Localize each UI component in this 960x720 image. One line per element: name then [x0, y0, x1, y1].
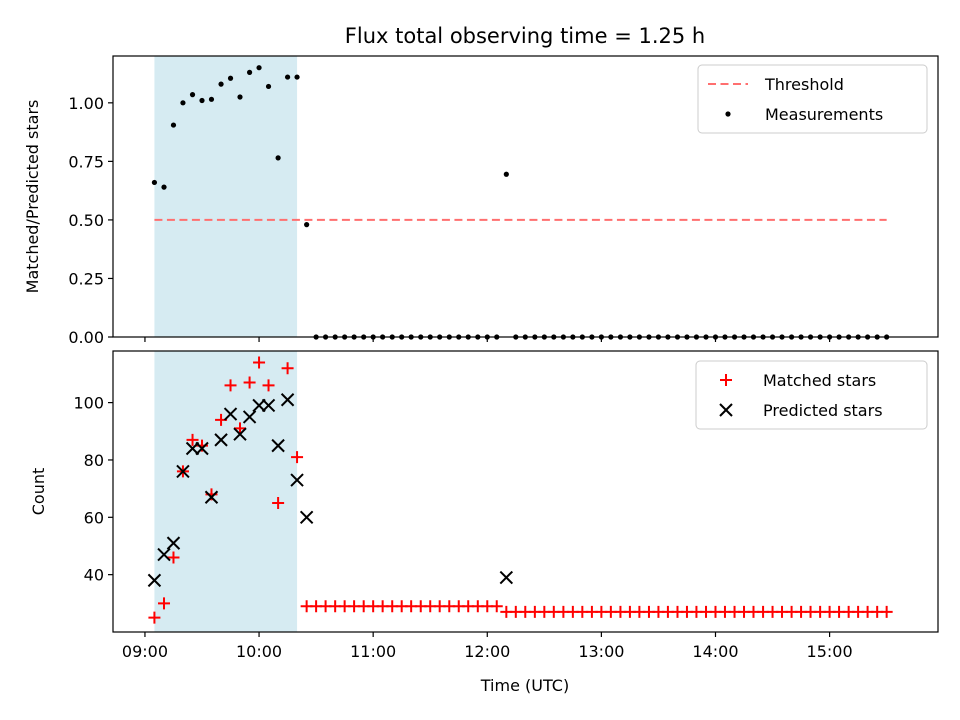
- predicted-star-marker: [176, 464, 190, 479]
- x-axis-label: Time (UTC): [480, 676, 569, 695]
- predicted-star-marker: [280, 393, 295, 407]
- predicted-star-marker: [185, 441, 200, 456]
- count-x-ticks: 09:00 10:00 11:00 12:00 13:00 14:00 15:00: [122, 632, 853, 661]
- y-tick-label: 40: [84, 566, 104, 585]
- panel-count: 40 60 80 100 09:00 10:00 11:00 12:00 13:00 14:00…: [29, 350, 939, 695]
- chart-title: Flux total observing time = 1.25 h: [345, 24, 705, 48]
- matched-star-marker: [262, 379, 275, 392]
- predicted-star-marker: [299, 510, 314, 525]
- measurement-point: [199, 97, 205, 104]
- predicted-star-marker: [195, 441, 209, 456]
- matched-star-marker: [234, 422, 247, 435]
- count-legend: Matched stars Predicted stars: [695, 360, 928, 430]
- x-tick-label: 15:00: [807, 642, 853, 661]
- matched-star-marker: [291, 451, 304, 464]
- y-tick-label: 0.25: [68, 269, 104, 288]
- predicted-star-marker: [157, 547, 171, 562]
- measurement-point: [208, 96, 215, 102]
- x-tick-label: 12:00: [464, 642, 510, 661]
- predicted-star-marker: [204, 490, 219, 504]
- legend-threshold-label: Threshold: [764, 75, 844, 94]
- measurement-point: [265, 83, 272, 90]
- ratio-axes-frame: [112, 55, 939, 338]
- matched-star-marker: [281, 362, 294, 375]
- y-tick-label: 0.00: [68, 328, 104, 347]
- matched-star-marker: [224, 379, 237, 392]
- x-tick-label: 11:00: [350, 642, 396, 661]
- measurement-point: [256, 65, 262, 71]
- ratio-legend-box: [697, 64, 928, 134]
- x-tick-label: 10:00: [236, 642, 282, 661]
- observing-window-span-count: [154, 351, 298, 632]
- legend-measurements-swatch: [725, 111, 731, 117]
- predicted-star-marker: [499, 570, 514, 585]
- y-tick-label: 60: [84, 508, 104, 527]
- predicted-star-marker: [271, 438, 285, 453]
- measurement-point: [503, 171, 509, 177]
- predicted-stars-points: [147, 393, 514, 588]
- y-tick-label: 100: [73, 394, 104, 413]
- predicted-star-marker: [233, 427, 247, 441]
- ratio-y-axis-label: Matched/Predicted stars: [23, 100, 42, 294]
- matched-star-marker: [253, 356, 266, 369]
- predicted-star-marker: [290, 473, 304, 487]
- count-y-axis-label: Count: [29, 468, 48, 516]
- count-legend-box: [695, 360, 928, 430]
- count-y-ticks: 40 60 80 100: [73, 394, 113, 585]
- measurement-point: [304, 222, 310, 228]
- measurement-point: [151, 179, 158, 186]
- matched-star-marker: [186, 433, 199, 446]
- legend-predicted-swatch: [719, 403, 733, 417]
- matched-star-marker: [167, 551, 180, 564]
- ratio-y-ticks: 0.00 0.25 0.50 0.75 1.00: [68, 94, 113, 347]
- y-tick-label: 80: [84, 451, 104, 470]
- matched-star-marker: [490, 600, 503, 613]
- y-tick-label: 0.50: [68, 211, 104, 230]
- x-tick-label: 13:00: [578, 642, 624, 661]
- legend-matched-swatch: [720, 374, 732, 386]
- measurement-point: [246, 69, 253, 75]
- predicted-star-marker: [147, 573, 162, 588]
- x-tick-label: 09:00: [122, 642, 168, 661]
- matched-star-marker: [272, 496, 285, 509]
- legend-matched-label: Matched stars: [763, 371, 876, 390]
- y-tick-label: 1.00: [68, 94, 104, 113]
- predicted-star-marker: [252, 398, 266, 413]
- y-tick-label: 0.75: [68, 152, 104, 171]
- matched-stars-points: [148, 356, 893, 624]
- matched-star-marker: [243, 376, 256, 389]
- predicted-star-marker: [242, 410, 257, 424]
- measurement-point: [294, 74, 300, 80]
- count-axes-frame: [112, 350, 939, 633]
- predicted-star-marker: [223, 407, 238, 421]
- predicted-star-marker: [261, 398, 276, 413]
- observing-window-span: [154, 56, 298, 337]
- measurement-point: [161, 184, 167, 190]
- x-tick-label: 14:00: [692, 642, 738, 661]
- measurement-point: [180, 100, 186, 106]
- measurement-point: [170, 122, 177, 128]
- matched-star-marker: [158, 597, 171, 610]
- measurement-point: [275, 155, 281, 161]
- measurement-point: [237, 94, 243, 100]
- measurement-point: [189, 92, 196, 98]
- matched-star-marker: [148, 611, 161, 624]
- measurement-point: [284, 74, 291, 80]
- measurement-point: [227, 75, 234, 81]
- measurement-point: [218, 81, 224, 87]
- panel-ratio: 0.00 0.25 0.50 0.75 1.00 Matched/Predicted s…: [23, 55, 939, 347]
- matched-star-marker: [880, 605, 893, 618]
- legend-measurements-label: Measurements: [765, 105, 883, 124]
- legend-predicted-label: Predicted stars: [763, 401, 883, 420]
- predicted-star-marker: [166, 536, 181, 550]
- predicted-star-marker: [214, 433, 228, 447]
- ratio-legend: Threshold Measurements: [697, 64, 928, 134]
